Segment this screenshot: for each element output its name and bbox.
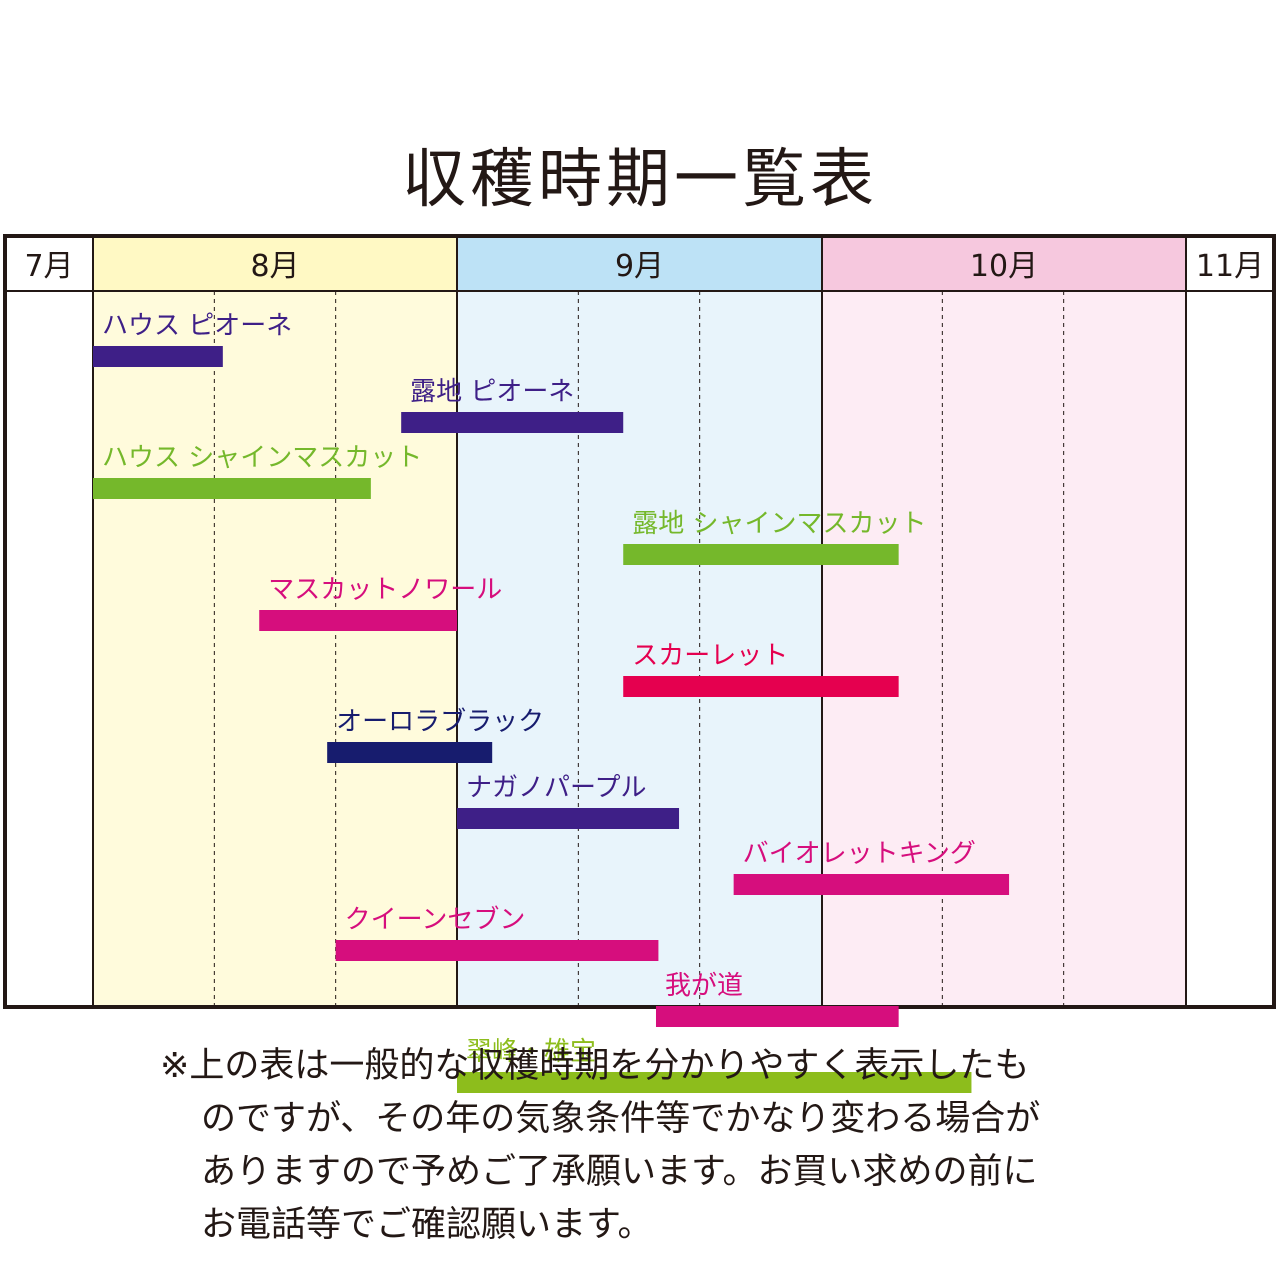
harvest-bar xyxy=(401,412,624,433)
harvest-bar xyxy=(457,808,680,829)
series-label: スカーレット xyxy=(632,641,788,671)
month-column-bg xyxy=(93,291,457,1007)
page-title: 収穫時期一覧表 xyxy=(402,143,878,217)
harvest-bar xyxy=(623,676,899,697)
note-line: のですが、その年の気象条件等でかなり変わる場合が xyxy=(201,1099,1041,1139)
series-label: ナガノパープル xyxy=(466,773,646,803)
series-label: バイオレットキング xyxy=(743,839,976,869)
month-header-bg xyxy=(5,236,93,291)
chart-frame xyxy=(3,234,1276,1009)
harvest-bar xyxy=(93,346,223,367)
month-label: 7月 xyxy=(24,249,73,284)
month-label: 11月 xyxy=(1196,249,1264,284)
month-column-bg xyxy=(1186,291,1274,1007)
series-label: 露地 ピオーネ xyxy=(410,377,574,407)
harvest-bar xyxy=(457,1072,972,1093)
harvest-bar xyxy=(327,742,493,763)
series-label: 翠峰・雄宝 xyxy=(466,1037,596,1067)
month-header-bg xyxy=(93,236,457,291)
harvest-bar xyxy=(93,478,371,499)
series-label: ハウス ピオーネ xyxy=(102,311,292,341)
month-label: 10月 xyxy=(970,249,1038,284)
month-header-bg xyxy=(457,236,822,291)
note-line: ありますので予めご了承願います。お買い求めの前に xyxy=(201,1152,1038,1192)
month-label: 8月 xyxy=(250,249,299,284)
month-header-bg xyxy=(1186,236,1274,291)
harvest-bar xyxy=(655,1006,899,1027)
month-header-bg xyxy=(822,236,1186,291)
disclaimer-note: ※上の表は一般的な収穫時期を分かりやすく表示したも のですが、その年の気象条件等… xyxy=(160,1040,1160,1252)
harvest-bar xyxy=(259,610,457,631)
series-label: マスカットノワール xyxy=(268,575,502,605)
harvest-bar xyxy=(733,874,1010,895)
note-line: お電話等でご確認願います。 xyxy=(201,1205,653,1245)
month-label: 9月 xyxy=(615,249,664,284)
harvest-bar xyxy=(623,544,899,565)
month-column-bg xyxy=(5,291,93,1007)
series-label: 露地 シャインマスカット xyxy=(632,509,926,539)
series-label: クイーンセブン xyxy=(345,905,526,935)
series-label: 我が道 xyxy=(665,971,743,1001)
month-column-bg xyxy=(822,291,1186,1007)
harvest-bar xyxy=(335,940,659,961)
series-label: ハウス シャインマスカット xyxy=(102,443,422,473)
note-line: ※上の表は一般的な収穫時期を分かりやすく表示したも xyxy=(160,1046,1030,1086)
series-label: オーロラブラック xyxy=(336,707,544,737)
